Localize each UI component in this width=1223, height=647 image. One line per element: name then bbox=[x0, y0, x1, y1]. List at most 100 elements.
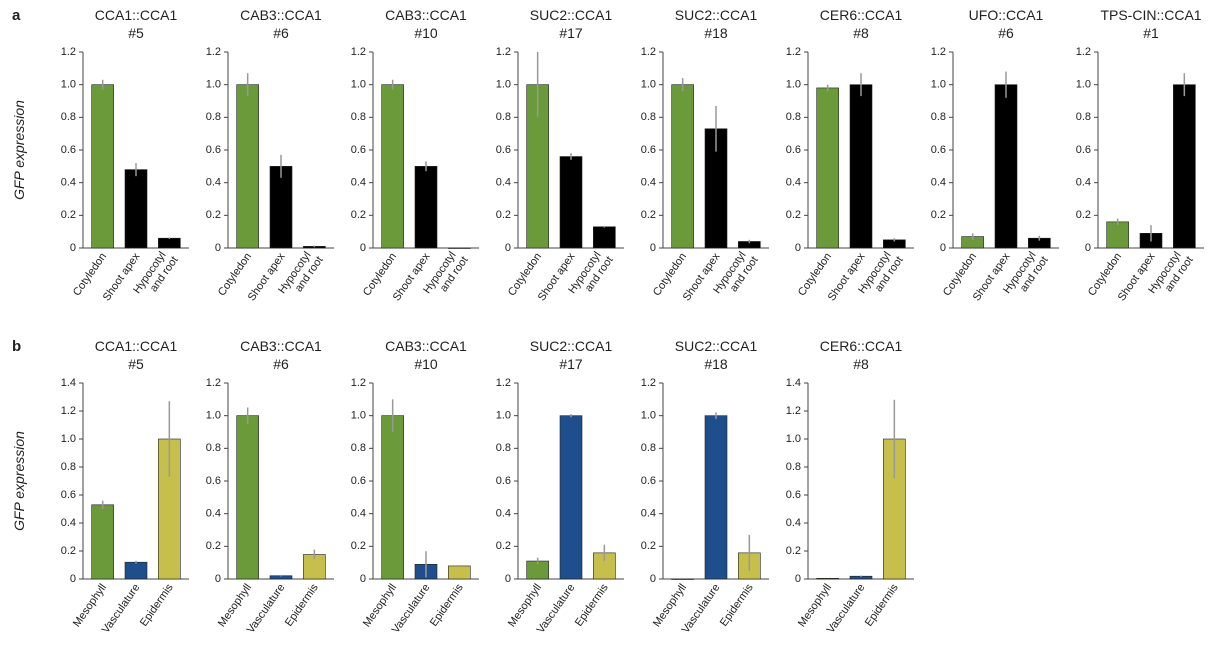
chart-title: SUC2::CCA1 bbox=[675, 338, 758, 354]
y-tick-label: 1.2 bbox=[931, 46, 946, 58]
chart-subtitle: #18 bbox=[704, 356, 728, 372]
y-tick-label: 1.0 bbox=[496, 79, 511, 91]
y-tick-label: 0.2 bbox=[786, 209, 801, 221]
x-tick-label: Epidermis bbox=[138, 581, 176, 628]
y-tick-label: 0.6 bbox=[641, 144, 656, 156]
y-tick-label: 1.2 bbox=[641, 377, 656, 389]
y-tick-label: 0 bbox=[215, 573, 221, 585]
chart-subtitle: #1 bbox=[1143, 25, 1159, 41]
x-tick-label: Epidermis bbox=[428, 581, 466, 628]
chart-title: CCA1::CCA1 bbox=[95, 7, 178, 23]
bar bbox=[269, 166, 293, 249]
y-tick-label: 1.0 bbox=[206, 79, 221, 91]
y-tick-label: 0.8 bbox=[351, 442, 366, 454]
bar bbox=[559, 156, 583, 249]
bar bbox=[448, 247, 471, 249]
bar bbox=[1173, 84, 1196, 249]
y-tick-label: 0.8 bbox=[786, 461, 801, 473]
y-tick-label: 0 bbox=[650, 242, 656, 254]
chart-subtitle: #8 bbox=[853, 25, 869, 41]
y-tick-label: 1.2 bbox=[641, 46, 656, 58]
y-tick-label: 1.0 bbox=[496, 410, 511, 422]
bar bbox=[671, 578, 694, 580]
chart-title: CER6::CCA1 bbox=[820, 338, 903, 354]
y-tick-label: 1.0 bbox=[351, 79, 366, 91]
y-tick-label: 0.8 bbox=[496, 442, 511, 454]
chart-title: SUC2::CCA1 bbox=[530, 7, 613, 23]
bar bbox=[124, 561, 148, 580]
chart-title: CAB3::CCA1 bbox=[240, 7, 322, 23]
y-tick-label: 0.4 bbox=[641, 177, 656, 189]
bar bbox=[124, 169, 148, 249]
y-tick-label: 0 bbox=[940, 242, 946, 254]
y-tick-label: 0.8 bbox=[641, 111, 656, 123]
chart-subtitle: #6 bbox=[998, 25, 1014, 41]
y-tick-label: 0.8 bbox=[351, 111, 366, 123]
y-tick-label: 1.0 bbox=[206, 410, 221, 422]
y-tick-label: 0 bbox=[360, 573, 366, 585]
y-tick-label: 0.6 bbox=[61, 144, 76, 156]
chart-subtitle: #18 bbox=[704, 25, 728, 41]
bar bbox=[236, 84, 259, 249]
bar bbox=[414, 166, 438, 249]
y-tick-label: 0.4 bbox=[641, 508, 656, 520]
y-tick-label: 0.8 bbox=[206, 111, 221, 123]
bar bbox=[91, 504, 114, 580]
chart-title: CCA1::CCA1 bbox=[95, 338, 178, 354]
y-tick-label: 1.0 bbox=[1076, 79, 1091, 91]
bar bbox=[704, 415, 728, 580]
bar bbox=[816, 87, 839, 249]
y-tick-label: 0.6 bbox=[1076, 144, 1091, 156]
bar bbox=[816, 577, 839, 580]
y-tick-label: 1.0 bbox=[786, 433, 801, 445]
y-tick-label: 0.6 bbox=[641, 475, 656, 487]
chart-subtitle: #17 bbox=[559, 356, 583, 372]
y-tick-label: 0.8 bbox=[61, 111, 76, 123]
bar bbox=[1106, 221, 1129, 249]
y-tick-label: 0.2 bbox=[351, 209, 366, 221]
y-tick-label: 1.4 bbox=[61, 377, 76, 389]
y-tick-label: 1.4 bbox=[786, 377, 801, 389]
chart-subtitle: #6 bbox=[273, 25, 289, 41]
y-tick-label: 1.0 bbox=[641, 79, 656, 91]
chart-title: CAB3::CCA1 bbox=[240, 338, 322, 354]
y-tick-label: 0.4 bbox=[496, 508, 511, 520]
y-tick-label: 0.4 bbox=[1076, 177, 1091, 189]
y-tick-label: 0.6 bbox=[351, 475, 366, 487]
chart-subtitle: #5 bbox=[128, 356, 144, 372]
chart-subtitle: #5 bbox=[128, 25, 144, 41]
y-tick-label: 0.6 bbox=[496, 144, 511, 156]
y-tick-label: 0.4 bbox=[206, 508, 221, 520]
y-tick-label: 0.6 bbox=[61, 489, 76, 501]
bar bbox=[849, 84, 873, 249]
y-tick-label: 0.2 bbox=[931, 209, 946, 221]
y-tick-label: 0 bbox=[70, 242, 76, 254]
y-tick-label: 1.2 bbox=[496, 46, 511, 58]
chart-title: CAB3::CCA1 bbox=[385, 7, 467, 23]
chart-title: SUC2::CCA1 bbox=[530, 338, 613, 354]
y-tick-label: 0.8 bbox=[206, 442, 221, 454]
chart-subtitle: #6 bbox=[273, 356, 289, 372]
y-tick-label: 0 bbox=[215, 242, 221, 254]
y-tick-label: 0.8 bbox=[61, 461, 76, 473]
y-tick-label: 1.2 bbox=[206, 46, 221, 58]
y-tick-label: 0.8 bbox=[496, 111, 511, 123]
y-tick-label: 0.2 bbox=[206, 540, 221, 552]
x-tick-label: Epidermis bbox=[718, 581, 756, 628]
y-tick-label: 0.6 bbox=[206, 144, 221, 156]
panel-label: a bbox=[12, 7, 21, 24]
y-tick-label: 0.6 bbox=[496, 475, 511, 487]
bar bbox=[381, 415, 404, 580]
y-tick-label: 0.6 bbox=[351, 144, 366, 156]
y-tick-label: 0 bbox=[505, 573, 511, 585]
y-tick-label: 0.8 bbox=[1076, 111, 1091, 123]
bar bbox=[91, 84, 114, 249]
y-tick-label: 0 bbox=[650, 573, 656, 585]
x-tick-label: Epidermis bbox=[283, 581, 321, 628]
y-tick-label: 0.6 bbox=[931, 144, 946, 156]
panel-label: b bbox=[12, 338, 21, 355]
y-tick-label: 0.4 bbox=[931, 177, 946, 189]
y-axis-label: GFP expression bbox=[11, 431, 27, 531]
y-tick-label: 1.2 bbox=[786, 405, 801, 417]
